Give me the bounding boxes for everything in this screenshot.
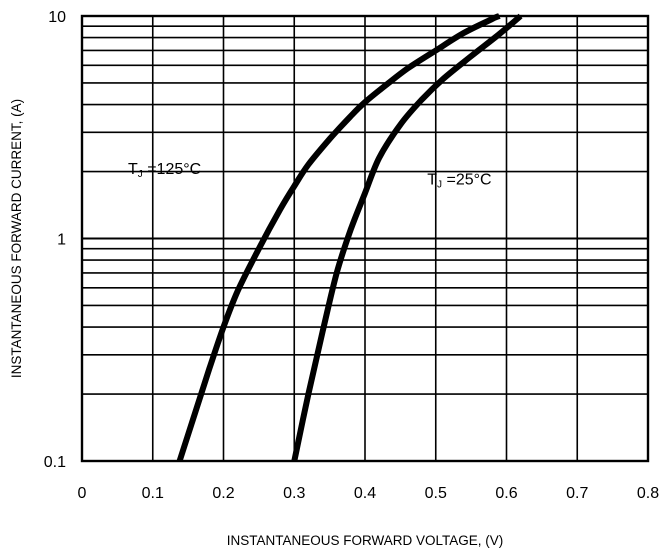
series-curve-1 xyxy=(291,13,523,462)
y-tick-label: 10 xyxy=(48,9,66,26)
series-curve-0 xyxy=(176,13,501,462)
series-annotation: TJ =125°C xyxy=(128,161,201,180)
y-tick-labels: 0.1 1 10 xyxy=(44,9,66,471)
x-tick-label: 0.5 xyxy=(425,485,447,502)
x-tick-label: 0.3 xyxy=(283,485,305,502)
series-annotation: TJ =25°C xyxy=(427,171,491,190)
grid xyxy=(82,16,648,461)
y-axis-label: INSTANTANEOUS FORWARD CURRENT, (A) xyxy=(9,99,24,378)
x-tick-label: 0.6 xyxy=(495,485,517,502)
x-tick-labels: 0 0.1 0.2 0.3 0.4 0.5 0.6 0.7 0.8 xyxy=(78,485,660,502)
x-tick-label: 0.7 xyxy=(566,485,588,502)
x-tick-label: 0.4 xyxy=(354,485,376,502)
plot-border xyxy=(80,14,650,463)
annotations: TJ =125°C TJ =25°C xyxy=(128,161,492,190)
x-axis-label: INSTANTANEOUS FORWARD VOLTAGE, (V) xyxy=(227,533,504,548)
y-tick-label: 0.1 xyxy=(44,454,66,471)
y-tick-label: 1 xyxy=(57,232,66,249)
plot-frame xyxy=(80,14,650,463)
x-tick-label: 0.2 xyxy=(212,485,234,502)
x-tick-label: 0.8 xyxy=(637,485,659,502)
series-curves xyxy=(176,13,523,462)
x-tick-label: 0 xyxy=(78,485,87,502)
x-tick-label: 0.1 xyxy=(142,485,164,502)
